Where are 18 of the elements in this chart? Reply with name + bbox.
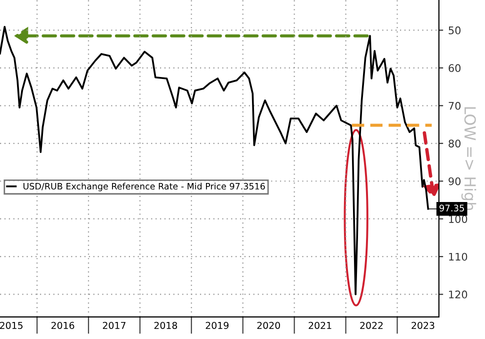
x-tick-label: 2018	[154, 322, 178, 329]
x-tick-label: 2023	[412, 322, 434, 329]
x-tick-label: 2020	[257, 322, 280, 329]
x-tick-label: 2017	[102, 322, 126, 329]
y-tick-label: 80	[448, 140, 461, 148]
y-tick-label: 70	[448, 102, 461, 110]
x-tick-label: 2019	[206, 322, 228, 329]
y-tick-label: 50	[448, 26, 461, 34]
y-tick-label: 120	[449, 290, 468, 298]
y-tick-label: 60	[448, 64, 461, 72]
legend-label: USD/RUB Exchange Reference Rate - Mid Price 97.3516	[24, 182, 265, 192]
y-tick-label: 110	[449, 252, 468, 261]
x-tick-label: 2021	[308, 322, 332, 329]
x-tick-label: 2022	[360, 322, 383, 329]
x-tick-label: 2016	[51, 322, 74, 329]
x-tick-label: 2015	[0, 322, 23, 329]
y-tick-label: 90	[448, 177, 461, 186]
y-tick-label: 100	[449, 215, 468, 223]
